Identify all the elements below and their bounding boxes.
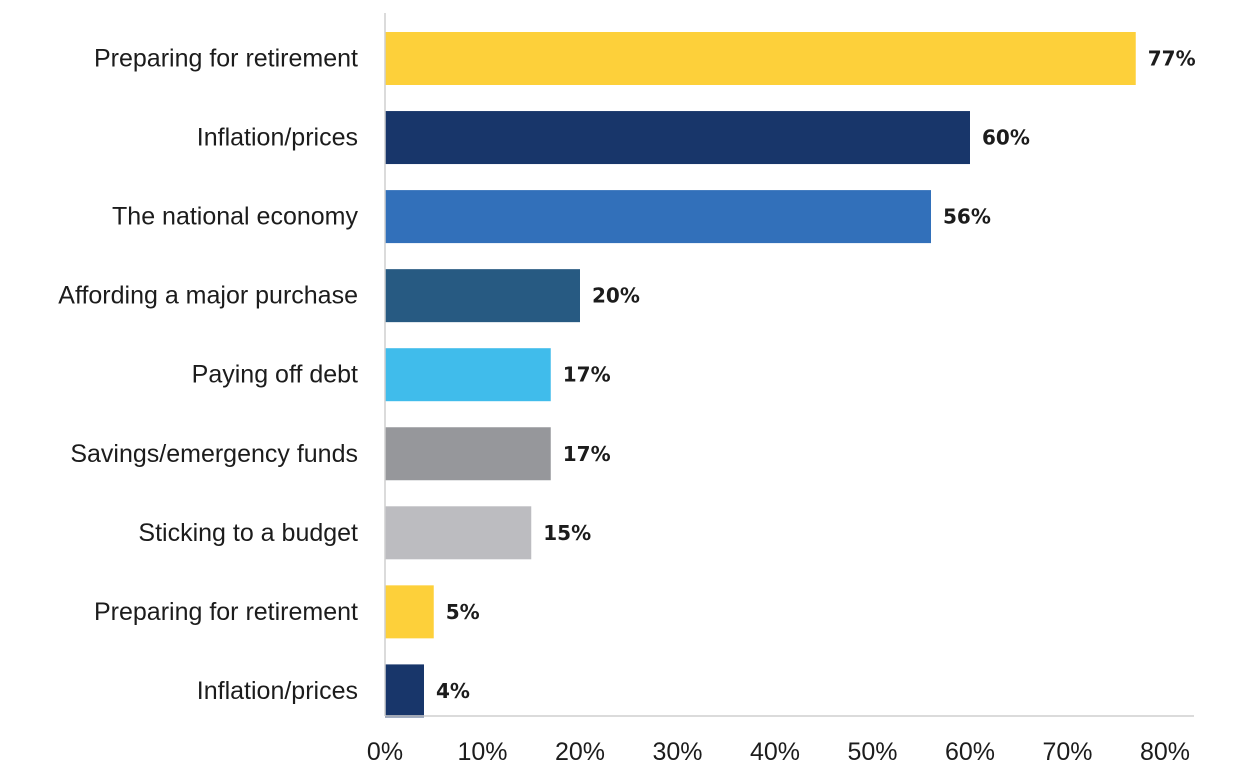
bar-5 (385, 427, 551, 481)
bar-1 (385, 111, 970, 165)
bar-7 (385, 585, 434, 639)
x-tick-label-5: 50% (847, 738, 897, 766)
x-tick-label-4: 40% (750, 738, 800, 766)
value-label-5: 17% (563, 442, 611, 466)
bar-8 (385, 664, 424, 718)
category-label-7: Preparing for retirement (94, 598, 358, 626)
category-label-8: Inflation/prices (197, 677, 358, 705)
value-label-2: 56% (943, 205, 991, 229)
x-tick-label-7: 70% (1042, 738, 1092, 766)
category-labels: Preparing for retirement Inflation/prices… (58, 45, 358, 705)
x-tick-label-1: 10% (457, 738, 507, 766)
bar-2 (385, 190, 931, 244)
value-labels: 77% 60% 56% 20% 17% 17% 15% 5% 4% (436, 47, 1196, 703)
value-label-0: 77% (1148, 47, 1196, 71)
value-label-4: 17% (563, 363, 611, 387)
bar-3 (385, 269, 580, 323)
bars-layer (385, 32, 1136, 718)
category-label-5: Savings/emergency funds (70, 440, 358, 468)
x-tick-label-8: 80% (1140, 738, 1190, 766)
x-tick-label-6: 60% (945, 738, 995, 766)
value-label-1: 60% (982, 126, 1030, 150)
value-label-3: 20% (592, 284, 640, 308)
axes: 0% 10% 20% 30% 40% 50% 60% 70% 80% (367, 13, 1194, 766)
x-tick-label-0: 0% (367, 738, 403, 766)
x-tick-label-3: 30% (652, 738, 702, 766)
value-label-8: 4% (436, 679, 470, 703)
category-label-2: The national economy (112, 203, 358, 231)
bar-6 (385, 506, 532, 560)
category-label-4: Paying off debt (192, 361, 358, 389)
category-label-1: Inflation/prices (197, 124, 358, 152)
bar-4 (385, 348, 551, 402)
value-label-7: 5% (446, 600, 480, 624)
bar-0 (385, 32, 1136, 85)
value-label-6: 15% (543, 521, 591, 545)
category-label-6: Sticking to a budget (138, 519, 358, 547)
category-label-0: Preparing for retirement (94, 45, 358, 73)
x-tick-label-2: 20% (555, 738, 605, 766)
category-label-3: Affording a major purchase (58, 282, 358, 310)
